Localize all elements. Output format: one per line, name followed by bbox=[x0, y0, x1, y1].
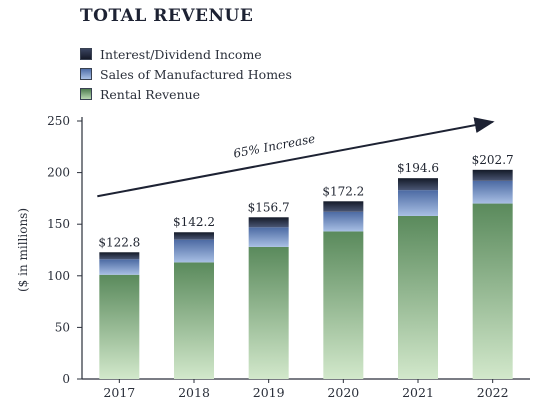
legend-label-interest: Interest/Dividend Income bbox=[100, 46, 262, 62]
bars bbox=[99, 169, 513, 379]
total-label-2017: $122.8 bbox=[98, 235, 140, 249]
bar-rental-2022 bbox=[472, 203, 513, 379]
bar-sales-2020 bbox=[323, 211, 364, 232]
bar-sales-2019 bbox=[248, 227, 289, 247]
bar-interest-2021 bbox=[398, 178, 438, 191]
y-tick-label: 250 bbox=[47, 114, 70, 128]
bar-rental-2020 bbox=[323, 231, 364, 379]
x-tick-label-2018: 2018 bbox=[178, 385, 210, 400]
legend-swatch-sales bbox=[80, 68, 92, 80]
bar-sales-2018 bbox=[174, 239, 214, 263]
total-label-2021: $194.6 bbox=[397, 161, 439, 175]
x-tick-label-2020: 2020 bbox=[327, 385, 359, 400]
legend-swatch-interest bbox=[80, 48, 92, 60]
bar-interest-2019 bbox=[248, 217, 289, 228]
chart-title: TOTAL REVENUE bbox=[80, 6, 254, 26]
x-tick-label-2017: 2017 bbox=[103, 385, 135, 400]
bar-interest-2022 bbox=[472, 169, 513, 181]
bar-rental-2017 bbox=[99, 274, 140, 379]
y-tick-label: 200 bbox=[47, 166, 70, 180]
legend: Interest/Dividend Income Sales of Manufa… bbox=[80, 44, 292, 104]
legend-label-sales: Sales of Manufactured Homes bbox=[100, 66, 292, 82]
legend-item-interest: Interest/Dividend Income bbox=[80, 44, 292, 64]
bar-sales-2021 bbox=[398, 190, 438, 216]
total-label-2020: $172.2 bbox=[322, 184, 364, 198]
x-tick-label-2021: 2021 bbox=[402, 385, 434, 400]
legend-item-rental: Rental Revenue bbox=[80, 84, 292, 104]
axes: 0 50 100 150 200 250 ($ in millions) bbox=[16, 114, 530, 386]
bar-sales-2022 bbox=[472, 180, 513, 204]
y-tick-label: 150 bbox=[47, 217, 70, 231]
labels: $122.8 2017 $142.2 2018 $156.7 2019 $172.2 2020… bbox=[98, 153, 513, 400]
bar-sales-2017 bbox=[99, 259, 140, 275]
legend-item-sales: Sales of Manufactured Homes bbox=[80, 64, 292, 84]
y-tick-label: 100 bbox=[47, 269, 70, 283]
bar-rental-2021 bbox=[398, 215, 438, 379]
y-tick-label: 0 bbox=[62, 372, 70, 386]
y-tick-label: 50 bbox=[55, 320, 70, 334]
legend-label-rental: Rental Revenue bbox=[100, 86, 201, 102]
total-label-2018: $142.2 bbox=[173, 215, 215, 229]
y-axis-label: ($ in millions) bbox=[16, 208, 30, 292]
bar-interest-2017 bbox=[99, 252, 140, 260]
bar-rental-2019 bbox=[248, 246, 289, 379]
total-label-2019: $156.7 bbox=[248, 200, 290, 214]
total-label-2022: $202.7 bbox=[472, 153, 514, 167]
increase-annotation: 65% Increase bbox=[232, 132, 316, 161]
legend-swatch-rental bbox=[80, 88, 92, 100]
bar-interest-2018 bbox=[174, 232, 214, 240]
bar-interest-2020 bbox=[323, 201, 364, 212]
increase-arrow bbox=[97, 117, 495, 198]
x-tick-label-2022: 2022 bbox=[477, 385, 509, 400]
bar-rental-2018 bbox=[174, 262, 214, 379]
x-tick-label-2019: 2019 bbox=[253, 385, 285, 400]
